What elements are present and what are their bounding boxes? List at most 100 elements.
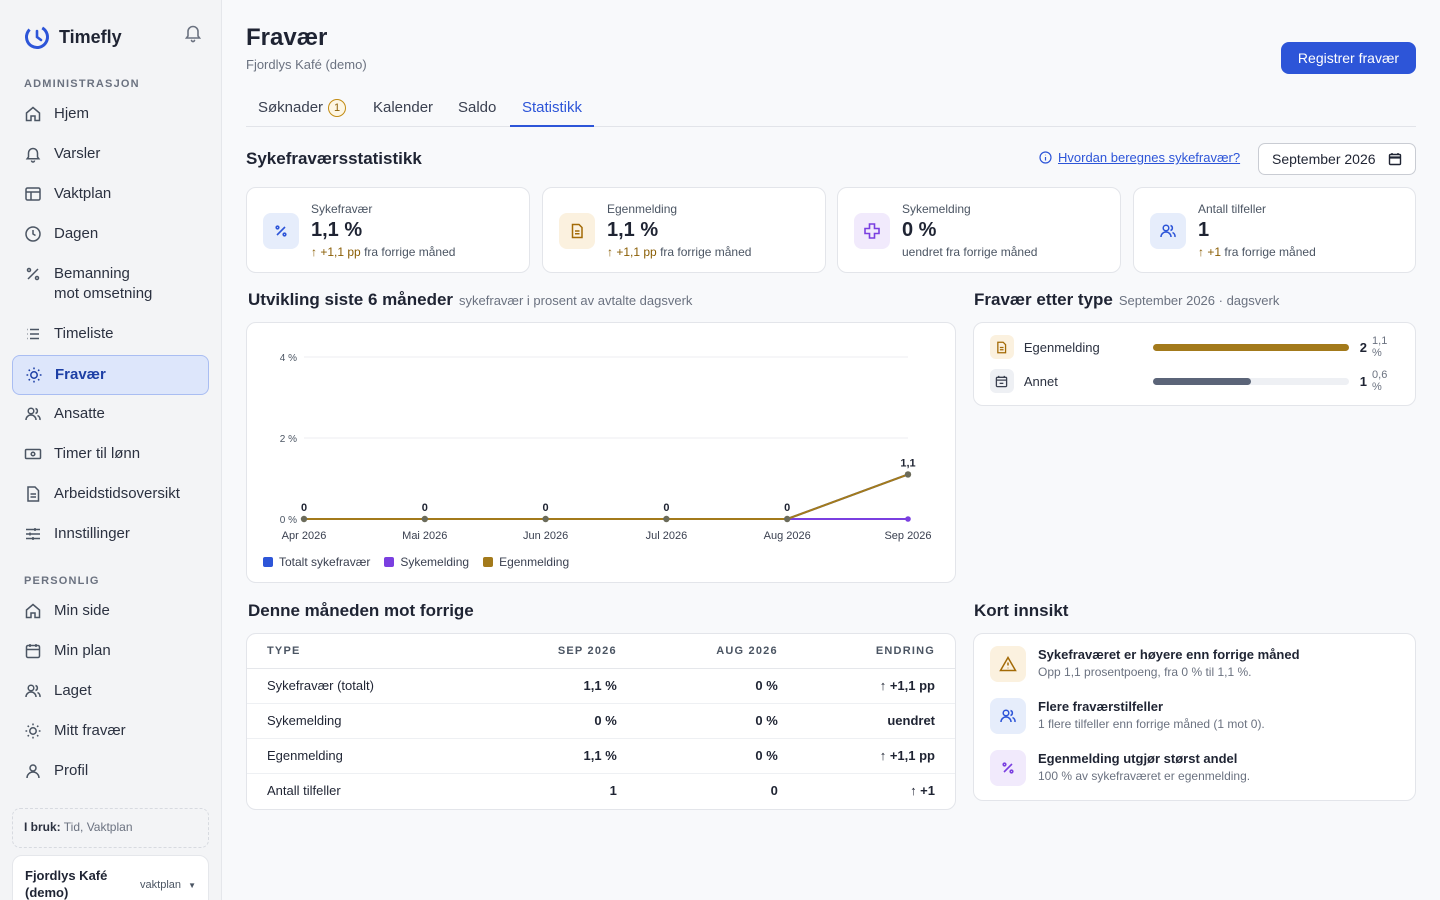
tab-bar: Søknader 1 Kalender Saldo Statistikk [246,91,1416,127]
sidebar-item-label: Bemanning mot omsetning [54,264,152,304]
notifications-bell-icon[interactable] [182,22,204,44]
user-icon [26,764,40,779]
sidebar-item-ansatte[interactable]: Ansatte [12,395,209,435]
legend-item-egenmelding[interactable]: Egenmelding [483,555,569,569]
kpi-card-antall-tilfeller: Antall tilfeller 1 ↑ +1 fra forrige måne… [1133,187,1416,273]
legend-item-sykemelding[interactable]: Sykemelding [384,555,469,569]
type-row-annet: Annet 1 0,6 % [990,368,1400,394]
table-cell: uendret [797,703,955,739]
register-absence-button[interactable]: Registrer fravær [1281,42,1416,74]
sidebar-item-arbeidstidsoversikt[interactable]: Arbeidstidsoversikt [12,475,209,515]
help-link-label: Hvordan beregnes sykefravær? [1058,150,1241,165]
sidebar-item-dagen[interactable]: Dagen [12,215,209,255]
org-plan-label: vaktplan [140,879,182,891]
kpi-delta-text: fra forrige måned [364,245,456,259]
table-cell: Sykefravær (totalt) [247,668,480,704]
sidebar-item-laget[interactable]: Laget [12,672,209,712]
type-bar-fill [1153,343,1349,351]
month-picker[interactable]: September 2026 [1258,143,1416,175]
table-cell: ↑ +1,1 pp [797,738,955,774]
series-line-egenmelding [304,473,909,520]
table-cell: 0 % [636,703,798,739]
admin-section-label: ADMINISTRASJON [24,78,140,90]
series-point [905,516,911,522]
pending-count-badge: 1 [328,99,347,117]
kpi-delta: ↑ +1 fra forrige måned [1198,245,1316,259]
page-title: Fravær [246,24,328,51]
tab-soknader[interactable]: Søknader 1 [246,91,358,127]
table-row: Egenmelding 1,1 % 0 % ↑ +1,1 pp [247,738,955,774]
insight-item: Egenmelding utgjør størst andel 100 % av… [990,750,1400,790]
comparison-card: TYPE SEP 2026 AUG 2026 ENDRING Sykefravæ… [246,633,956,810]
admin-nav: Hjem Varsler Vaktplan Dagen Bemanning mot… [12,95,209,555]
type-bar [1153,343,1349,351]
sidebar-item-min-side[interactable]: Min side [12,592,209,632]
kpi-label: Egenmelding [607,202,678,216]
sidebar-item-timer-til-lonn[interactable]: Timer til lønn [12,435,209,475]
app-logo[interactable]: Timefly [24,24,122,50]
label-line-1: Bemanning [54,265,130,282]
by-type-title: Fravær etter type September 2026 · dagsve… [974,290,1279,310]
trend-chart: 0 % 2 % 4 % Apr 2026 Mai 2026 Jun 2026 Jul 202… [280,353,932,542]
sidebar-item-innstillinger[interactable]: Innstillinger [12,515,209,555]
type-bar [1153,377,1349,385]
series-point [784,515,791,523]
sun-icon [25,723,41,739]
by-type-card: Egenmelding 2 1,1 % Annet 1 0,6 % [973,322,1416,406]
y-tick-label: 2 % [280,434,297,445]
help-link[interactable]: Hvordan beregnes sykefravær? [1039,150,1240,165]
bell-icon [25,147,41,163]
series-line-total [304,473,909,520]
sidebar-item-label: Varsler [54,145,101,162]
list-icon [27,328,39,340]
type-bar-fill [1153,377,1251,385]
kpi-value: 1,1 % [607,219,659,241]
insights-title: Kort innsikt [974,601,1069,620]
tab-label: Saldo [458,99,497,116]
home-icon [25,603,41,619]
sidebar-item-vaktplan[interactable]: Vaktplan [12,175,209,215]
type-pct: 0,6 % [1372,369,1388,393]
legend-item-total[interactable]: Totalt sykefravær [263,555,370,569]
kpi-delta: ↑ +1,1 pp fra forrige måned [607,245,751,259]
in-use-value: Tid, Vaktplan [63,820,133,834]
trend-chart-card: 0 % 2 % 4 % Apr 2026 Mai 2026 Jun 2026 Jul 202… [246,322,956,583]
table-cell: 1,1 % [479,738,637,774]
percent-icon [990,750,1026,786]
table-icon [25,187,41,201]
sidebar-item-profil[interactable]: Profil [12,752,209,792]
insight-item: Flere fraværstilfeller 1 flere tilfeller… [990,698,1400,738]
table-cell: 1,1 % [479,668,637,704]
org-switcher[interactable]: Fjordlys Kafé (demo) vaktplan ▼ [12,855,209,900]
sidebar-item-min-plan[interactable]: Min plan [12,632,209,672]
type-name: Annet [1023,373,1058,389]
document-icon [990,335,1014,359]
by-type-title-text: Fravær etter type [974,290,1113,309]
data-label: 1,1 [900,457,915,469]
sidebar-item-mitt-fravaer[interactable]: Mitt fravær [12,712,209,752]
sidebar-item-bemanning[interactable]: Bemanning mot omsetning [12,255,209,315]
chart-legend: Totalt sykefravær Sykemelding Egenmeldin… [263,555,569,569]
kpi-label: Antall tilfeller [1198,202,1267,216]
column-header: SEP 2026 [479,634,637,669]
type-pct: 1,1 % [1372,335,1388,359]
insight-text: 1 flere tilfeller enn forrige måned (1 m… [1038,717,1265,731]
insights-card: Sykefraværet er høyere enn forrige måned… [973,633,1416,801]
tab-saldo[interactable]: Saldo [458,91,496,127]
legend-label: Sykemelding [400,555,470,569]
kpi-label: Sykefravær [311,202,373,216]
sidebar-item-label: Mitt fravær [54,722,126,739]
kpi-delta: ↑ +1,1 pp fra forrige måned [311,245,455,259]
tab-kalender[interactable]: Kalender [373,91,433,127]
tab-statistikk[interactable]: Statistikk [510,91,595,127]
table-row: Antall tilfeller 1 0 ↑ +1 [247,773,955,808]
table-header-row: TYPE SEP 2026 AUG 2026 ENDRING [247,634,955,669]
kpi-card-sykefravaer: Sykefravær 1,1 % ↑ +1,1 pp fra forrige m… [246,187,530,273]
sidebar-item-fravaer[interactable]: Fravær [12,355,209,395]
sidebar-item-timeliste[interactable]: Timeliste [12,315,209,355]
sidebar-item-hjem[interactable]: Hjem [12,95,209,135]
sidebar-item-label: Timer til lønn [54,445,141,462]
sidebar-item-varsler[interactable]: Varsler [12,135,209,175]
insight-title: Sykefraværet er høyere enn forrige måned [1038,647,1300,662]
legend-swatch [263,557,273,567]
